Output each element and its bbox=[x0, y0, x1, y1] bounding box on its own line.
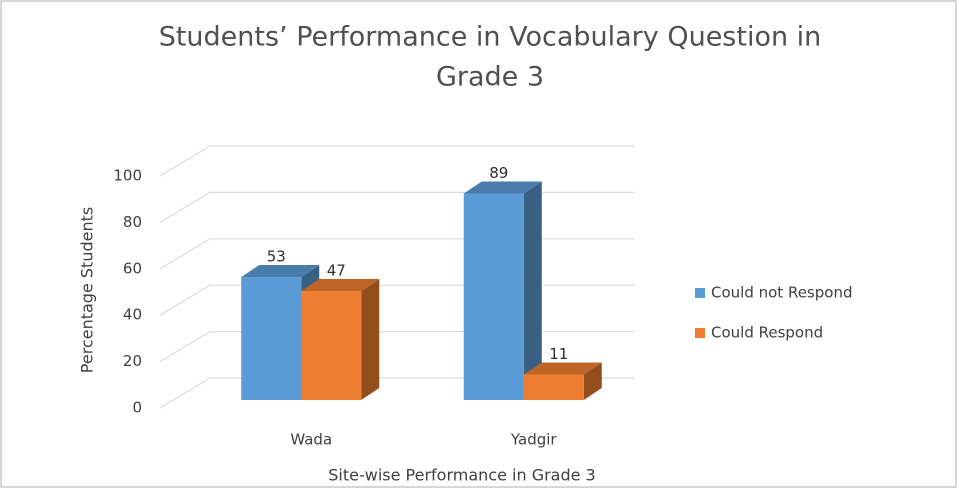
bar-top bbox=[301, 278, 380, 291]
y-tick-label: 0 bbox=[132, 399, 142, 417]
x-axis-label: Site-wise Performance in Grade 3 bbox=[328, 466, 595, 485]
grid-line bbox=[159, 145, 635, 177]
y-tick-label: 100 bbox=[113, 167, 142, 185]
legend-swatch bbox=[695, 328, 705, 338]
bar bbox=[241, 277, 302, 400]
legend-label: Could not Respond bbox=[711, 284, 852, 302]
chart-subtitle: Grade 3 bbox=[436, 62, 544, 93]
y-axis-label: Percentage Students bbox=[78, 207, 97, 373]
bar-top bbox=[463, 181, 542, 194]
legend-label: Could Respond bbox=[711, 324, 823, 342]
chart-title: Students’ Performance in Vocabulary Ques… bbox=[159, 22, 822, 53]
bar bbox=[523, 374, 584, 400]
x-tick-label: Yadgir bbox=[510, 431, 557, 449]
bar-top bbox=[241, 265, 320, 278]
bar-side bbox=[583, 362, 602, 400]
data-label: 53 bbox=[267, 248, 286, 266]
y-tick-label: 80 bbox=[123, 213, 142, 231]
bar bbox=[463, 193, 524, 400]
y-tick-label: 20 bbox=[123, 352, 142, 370]
bar-side bbox=[523, 181, 542, 400]
y-tick-label: 40 bbox=[123, 306, 142, 324]
data-label: 47 bbox=[327, 261, 346, 279]
bar-top bbox=[523, 362, 602, 375]
bar bbox=[301, 290, 362, 400]
y-tick-label: 60 bbox=[123, 259, 142, 277]
bar-side bbox=[361, 278, 380, 400]
legend-swatch bbox=[695, 288, 705, 298]
data-label: 11 bbox=[549, 345, 568, 363]
x-tick-label: Wada bbox=[290, 431, 332, 449]
data-label: 89 bbox=[489, 164, 508, 182]
